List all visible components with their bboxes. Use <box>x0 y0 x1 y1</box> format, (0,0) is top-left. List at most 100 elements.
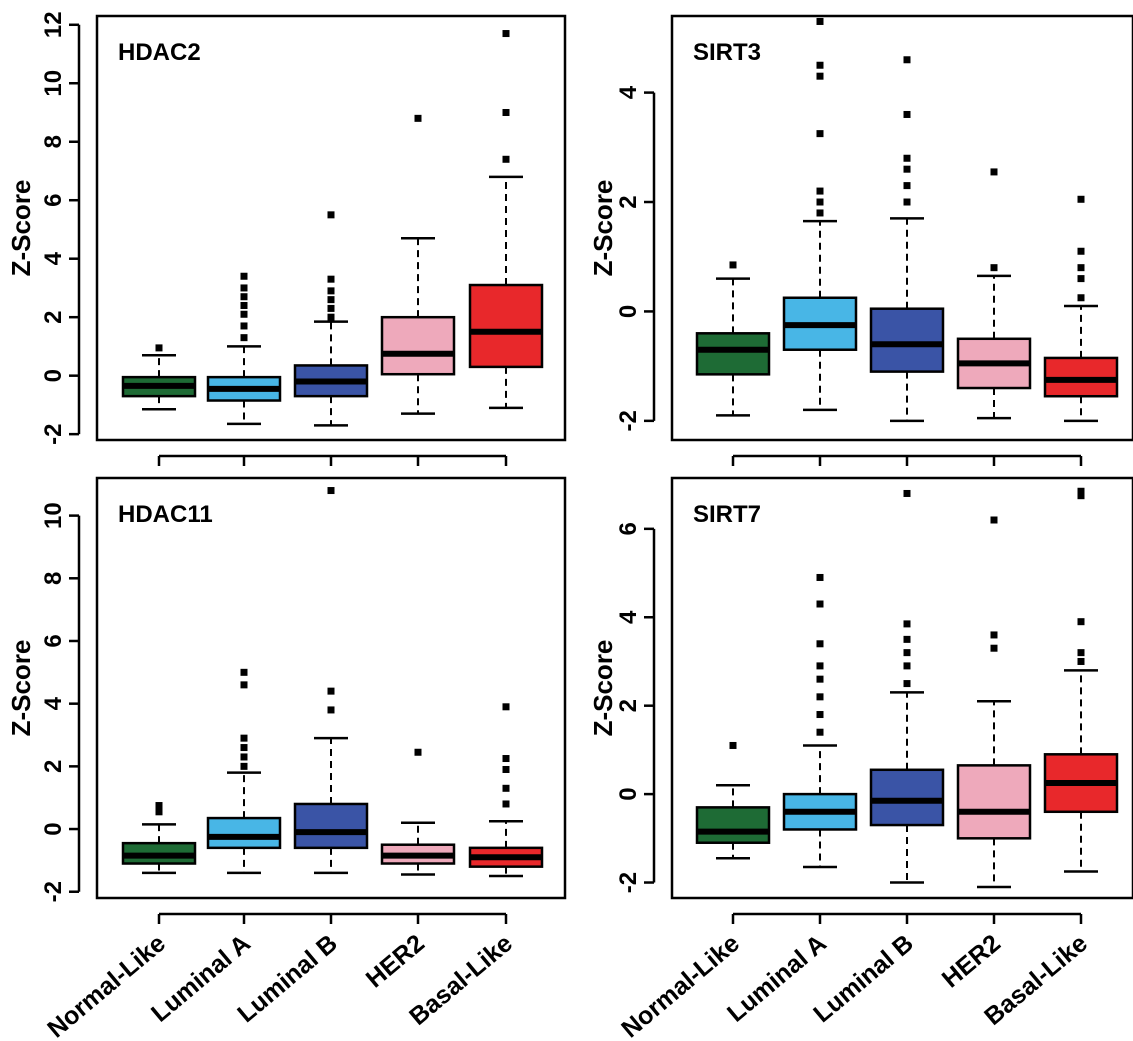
outlier-point-luminal-b <box>903 110 911 118</box>
outlier-point-luminal-b <box>903 154 911 162</box>
outlier-point-her2 <box>990 631 998 639</box>
outlier-point-basal-like <box>1077 492 1085 500</box>
y-axis-label-sirt3: Z-Score <box>588 180 618 277</box>
outlier-point-luminal-a <box>240 322 248 330</box>
y-tick-label-hdac11: 10 <box>40 502 67 529</box>
outlier-point-luminal-a <box>816 693 824 701</box>
panel-title-hdac11: HDAC11 <box>118 501 213 528</box>
outlier-point-luminal-a <box>816 573 824 581</box>
outlier-point-basal-like <box>502 703 510 711</box>
outlier-point-basal-like <box>1077 294 1085 302</box>
x-tick-label-sirt7: Normal-Like <box>616 929 745 1041</box>
outlier-point-luminal-a <box>240 734 248 742</box>
outlier-point-luminal-b <box>903 198 911 206</box>
y-tick-label-sirt3: 4 <box>615 85 642 99</box>
x-tick-label-hdac11: Normal-Like <box>42 929 171 1041</box>
outlier-point-normal-like <box>729 261 737 269</box>
outlier-point-luminal-b <box>903 56 911 64</box>
outlier-point-luminal-a <box>240 272 248 280</box>
box-basal-like <box>468 283 544 369</box>
outlier-point-basal-like <box>502 784 510 792</box>
box-her2 <box>956 764 1032 840</box>
outlier-point-basal-like <box>1077 487 1085 495</box>
outlier-point-luminal-a <box>240 681 248 689</box>
outlier-point-luminal-a <box>816 209 824 217</box>
outlier-point-basal-like <box>1077 275 1085 283</box>
outlier-point-basal-like <box>502 800 510 808</box>
outlier-point-luminal-b <box>903 165 911 173</box>
outlier-point-basal-like <box>1077 195 1085 203</box>
outlier-point-luminal-b <box>327 304 335 312</box>
panel-title-hdac2: HDAC2 <box>118 39 201 66</box>
y-tick-label-sirt7: 0 <box>615 787 642 800</box>
y-tick-label-sirt7: 4 <box>615 610 642 624</box>
y-tick-label-sirt3: 2 <box>615 195 642 208</box>
y-tick-label-hdac11: 0 <box>40 822 67 835</box>
outlier-point-luminal-b <box>903 649 911 657</box>
outlier-point-basal-like <box>1077 657 1085 665</box>
y-tick-label-sirt7: -2 <box>615 872 642 893</box>
panel-title-sirt3: SIRT3 <box>693 39 761 66</box>
outlier-point-normal-like <box>155 802 163 810</box>
outlier-point-her2 <box>990 516 998 524</box>
box-luminal-b <box>869 307 945 373</box>
outlier-point-her2 <box>414 114 422 122</box>
outlier-point-luminal-b <box>903 662 911 670</box>
outlier-point-luminal-b <box>903 182 911 190</box>
outlier-point-normal-like <box>155 808 163 816</box>
outlier-point-luminal-a <box>240 301 248 309</box>
outlier-point-normal-like <box>729 741 737 749</box>
outlier-point-basal-like <box>502 108 510 116</box>
outlier-point-luminal-a <box>816 198 824 206</box>
outlier-point-luminal-a <box>816 130 824 138</box>
outlier-point-luminal-b <box>327 275 335 283</box>
y-tick-label-hdac2: 0 <box>40 369 67 382</box>
outlier-point-basal-like <box>1077 264 1085 272</box>
panel-frame-hdac11 <box>95 476 567 900</box>
outlier-point-luminal-a <box>240 310 248 318</box>
y-tick-label-hdac2: 10 <box>40 70 67 97</box>
panel-frame-sirt7 <box>670 476 1133 900</box>
outlier-point-luminal-b <box>327 287 335 295</box>
y-tick-label-sirt3: -2 <box>615 410 642 431</box>
box-normal-like <box>695 332 771 376</box>
outlier-point-luminal-b <box>327 687 335 695</box>
outlier-point-luminal-b <box>327 211 335 219</box>
y-tick-label-hdac2: 2 <box>40 311 67 324</box>
outlier-point-her2 <box>990 264 998 272</box>
outlier-point-her2 <box>414 748 422 756</box>
outlier-point-luminal-a <box>816 187 824 195</box>
outlier-point-luminal-a <box>240 284 248 292</box>
panel-frame-hdac2 <box>95 14 567 442</box>
outlier-point-luminal-a <box>816 61 824 69</box>
box-luminal-a <box>206 816 282 850</box>
y-tick-label-hdac2: 4 <box>40 251 67 265</box>
y-tick-label-hdac2: 12 <box>40 11 67 38</box>
outlier-point-luminal-a <box>816 600 824 608</box>
outlier-point-luminal-a <box>816 640 824 648</box>
box-her2 <box>380 315 456 376</box>
outlier-point-basal-like <box>1077 247 1085 255</box>
outlier-point-basal-like <box>1077 618 1085 626</box>
outlier-point-luminal-a <box>240 668 248 676</box>
outlier-point-luminal-b <box>327 706 335 714</box>
outlier-point-basal-like <box>1077 649 1085 657</box>
outlier-point-luminal-b <box>903 489 911 497</box>
x-tick-label-hdac11: HER2 <box>361 929 430 993</box>
outlier-point-luminal-a <box>240 753 248 761</box>
outlier-point-luminal-b <box>327 487 335 495</box>
outlier-point-luminal-a <box>816 728 824 736</box>
outlier-point-normal-like <box>155 344 163 352</box>
outlier-point-basal-like <box>502 765 510 773</box>
outlier-point-luminal-a <box>816 72 824 80</box>
outlier-point-luminal-a <box>240 334 248 342</box>
y-tick-label-sirt7: 6 <box>615 522 642 535</box>
outlier-point-her2 <box>990 644 998 652</box>
y-tick-label-hdac11: 4 <box>40 696 67 710</box>
outlier-point-her2 <box>990 168 998 176</box>
y-tick-label-hdac2: 8 <box>40 135 67 148</box>
outlier-point-basal-like <box>502 30 510 38</box>
y-tick-label-hdac2: 6 <box>40 194 67 207</box>
